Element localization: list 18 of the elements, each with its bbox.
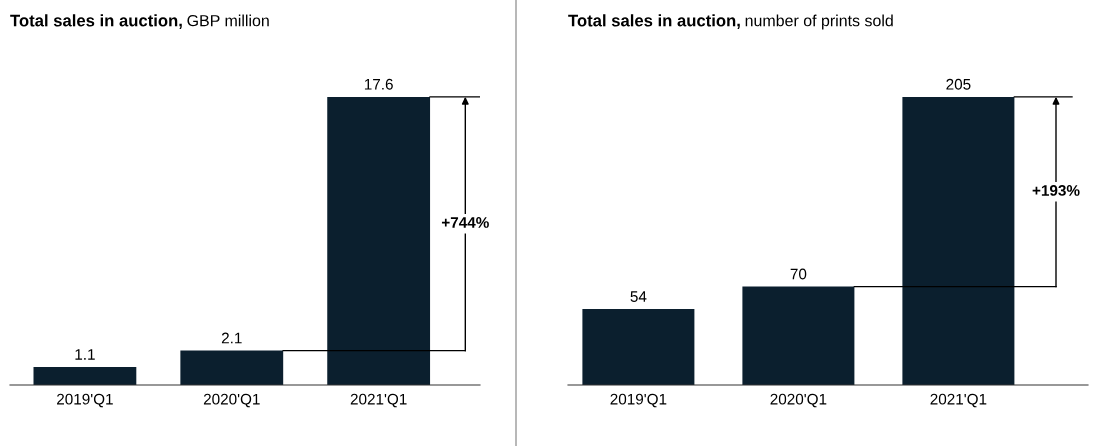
x-tick-label: 2020'Q1 bbox=[203, 393, 260, 408]
chart-subtitle: GBP million bbox=[187, 14, 269, 27]
x-tick-label: 2021'Q1 bbox=[350, 393, 407, 408]
data-label: 70 bbox=[790, 268, 807, 280]
annotation: +193% bbox=[1032, 185, 1080, 196]
x-tick-label: 2021'Q1 bbox=[930, 393, 987, 408]
data-label: 17.6 bbox=[364, 78, 393, 90]
data-label: 205 bbox=[946, 78, 971, 90]
x-tick-label: 2020'Q1 bbox=[770, 393, 827, 408]
data-label: 1.1 bbox=[75, 349, 95, 360]
annotation: +744% bbox=[441, 217, 489, 228]
chart-title: Total sales in auction, bbox=[10, 14, 182, 29]
data-label: 54 bbox=[630, 291, 647, 302]
data-label: 2.1 bbox=[221, 332, 242, 344]
chart-title: Total sales in auction, bbox=[568, 14, 740, 29]
chart-subtitle: number of prints sold bbox=[745, 14, 893, 30]
x-tick-label: 2019'Q1 bbox=[57, 393, 113, 408]
x-tick-label: 2019'Q1 bbox=[610, 393, 667, 408]
